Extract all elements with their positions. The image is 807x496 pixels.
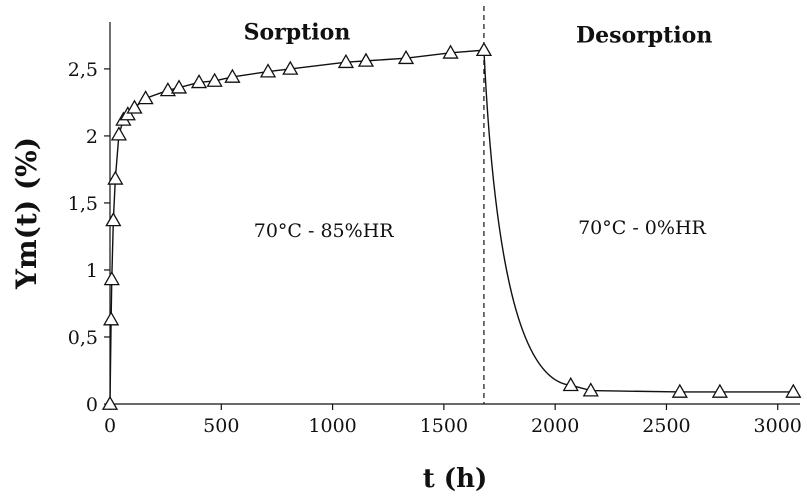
data-point-marker bbox=[475, 41, 493, 57]
x-tick-label: 2000 bbox=[531, 415, 579, 437]
data-point-marker bbox=[105, 212, 122, 227]
y-tick-label: 1,5 bbox=[68, 193, 98, 215]
data-point-marker bbox=[259, 63, 277, 78]
data-markers bbox=[101, 41, 802, 410]
x-axis-ticks: 0 500 1000 1500 2000 2500 3000 bbox=[104, 404, 802, 437]
data-point-marker bbox=[582, 382, 599, 397]
annotations: Sorption Desorption 70°C - 85%HR 70°C - 0%H… bbox=[244, 20, 713, 242]
y-tick-label: 1 bbox=[86, 260, 98, 282]
data-point-marker bbox=[126, 99, 143, 114]
data-point-marker bbox=[103, 271, 120, 286]
y-tick-label: 0 bbox=[86, 394, 98, 416]
data-point-marker bbox=[562, 376, 579, 392]
data-point-marker bbox=[110, 126, 128, 141]
data-point-marker bbox=[137, 90, 154, 105]
axes bbox=[109, 22, 800, 405]
data-point-marker bbox=[442, 44, 459, 59]
x-tick-label: 1000 bbox=[308, 415, 356, 437]
phase-sorption-label: Sorption bbox=[244, 20, 351, 46]
data-point-marker bbox=[190, 74, 208, 89]
data-point-marker bbox=[357, 52, 375, 67]
data-point-marker bbox=[337, 53, 355, 69]
data-point-marker bbox=[206, 72, 223, 87]
condition-desorption-label: 70°C - 0%HR bbox=[578, 217, 706, 239]
data-point-marker bbox=[397, 49, 415, 65]
data-point-marker bbox=[282, 60, 299, 75]
x-tick-label: 500 bbox=[203, 415, 239, 437]
data-point-marker bbox=[785, 383, 802, 398]
data-point-marker bbox=[224, 68, 241, 83]
data-point-marker bbox=[107, 170, 124, 185]
data-point-marker bbox=[159, 82, 176, 97]
data-point-marker bbox=[101, 395, 119, 410]
data-point-marker bbox=[711, 383, 728, 398]
y-tick-label: 2 bbox=[86, 126, 98, 148]
data-point-marker bbox=[102, 311, 120, 326]
y-axis-ticks: 0 0,5 1 1,5 2 2,5 bbox=[68, 59, 110, 416]
data-point-marker bbox=[671, 383, 688, 398]
x-tick-label: 2500 bbox=[642, 415, 690, 437]
x-tick-label: 1500 bbox=[420, 415, 468, 437]
condition-sorption-label: 70°C - 85%HR bbox=[254, 220, 395, 242]
y-tick-label: 2,5 bbox=[68, 59, 98, 81]
y-axis-title: Ym(t) (%) bbox=[10, 137, 43, 290]
y-tick-label: 0,5 bbox=[68, 327, 98, 349]
x-axis-title: t (h) bbox=[423, 464, 488, 494]
phase-desorption-label: Desorption bbox=[576, 22, 712, 48]
x-tick-label: 3000 bbox=[754, 415, 802, 437]
x-tick-label: 0 bbox=[104, 415, 116, 437]
data-point-marker bbox=[170, 79, 188, 94]
